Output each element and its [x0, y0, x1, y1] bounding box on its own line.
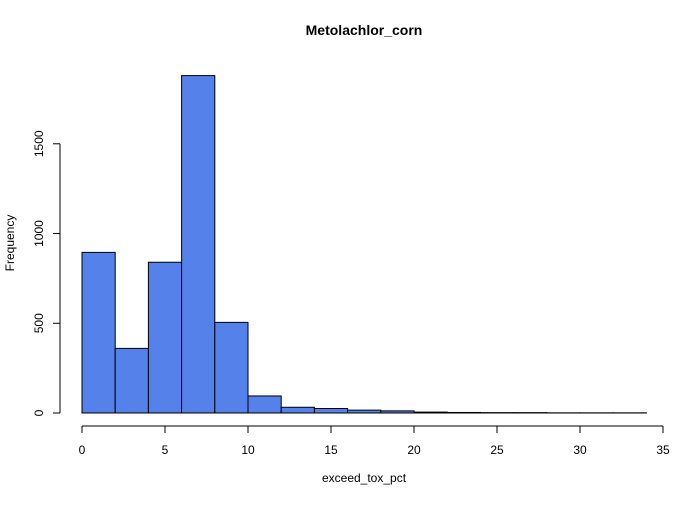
histogram-bar-10 [414, 412, 447, 413]
x-tick-label-7: 35 [656, 443, 670, 457]
y-tick-label-2: 1000 [32, 220, 46, 247]
y-axis: 0 500 1000 1500 [32, 130, 60, 416]
x-tick-label-2: 10 [241, 443, 255, 457]
x-tick-label-0: 0 [79, 443, 86, 457]
y-axis-label: Frequency [3, 215, 17, 272]
x-tick-label-1: 5 [162, 443, 169, 457]
histogram-bar-8 [348, 410, 381, 413]
x-tick-label-4: 20 [407, 443, 421, 457]
x-tick-label-6: 30 [573, 443, 587, 457]
x-axis-label: exceed_tox_pct [322, 471, 407, 485]
y-tick-label-1: 500 [32, 313, 46, 333]
chart-title: Metolachlor_corn [306, 22, 423, 38]
histogram-bar-1 [115, 348, 148, 413]
histogram-bar-3 [182, 76, 215, 413]
bars-group [82, 76, 646, 413]
histogram-bar-5 [248, 396, 281, 413]
x-tick-label-3: 15 [324, 443, 338, 457]
histogram-bar-4 [215, 322, 248, 413]
histogram-bar-0 [82, 252, 115, 413]
histogram-bar-9 [381, 411, 414, 413]
histogram-bar-6 [281, 407, 314, 413]
histogram-bar-2 [148, 262, 181, 413]
histogram-bar-11 [447, 412, 480, 413]
histogram-bar-7 [314, 409, 347, 413]
y-tick-label-0: 0 [32, 409, 46, 416]
y-tick-label-3: 1500 [32, 130, 46, 157]
x-axis: 0 5 10 15 20 25 30 35 [79, 426, 670, 457]
x-tick-label-5: 25 [490, 443, 504, 457]
